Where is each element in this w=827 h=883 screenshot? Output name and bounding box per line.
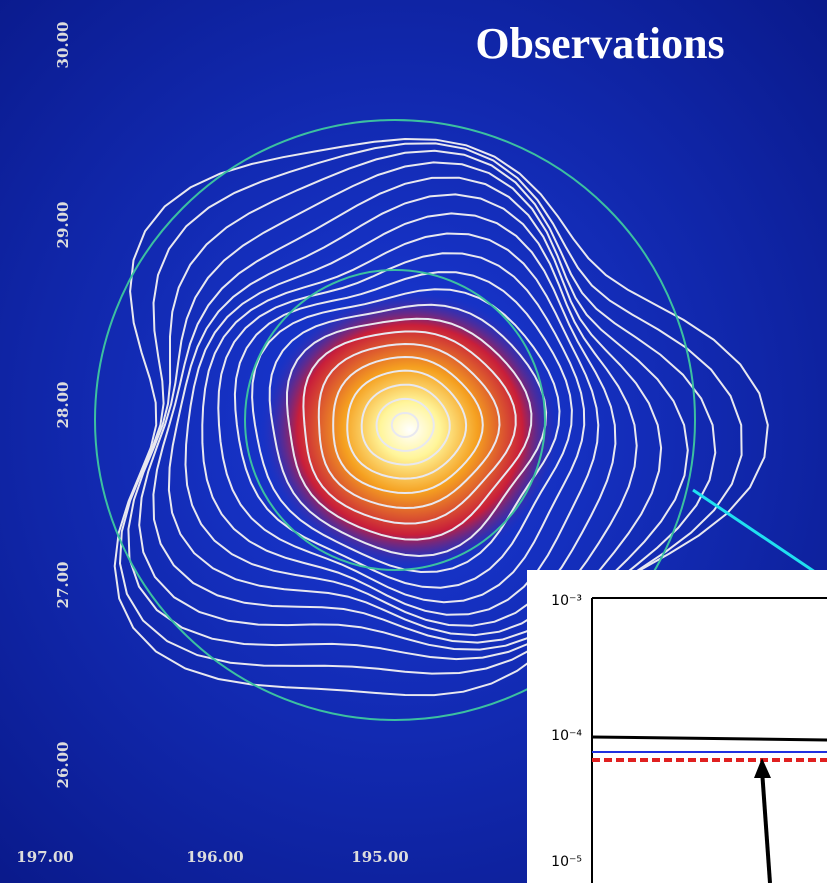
y-label: 30.00	[54, 22, 72, 69]
inset-y-label: 10⁻⁴	[551, 728, 582, 744]
inset-y-label: 10⁻³	[551, 593, 582, 609]
x-label: 195.00	[351, 848, 408, 866]
y-label: 29.00	[54, 202, 72, 249]
figure: Observations 30.00 29.00 28.00 27.00 26.00 1…	[0, 0, 827, 883]
x-label: 196.00	[186, 848, 243, 866]
title: Observations	[475, 19, 724, 68]
x-label: 197.00	[16, 848, 73, 866]
y-label: 28.00	[54, 382, 72, 429]
inset: 10⁻³ 10⁻⁴ 10⁻⁵	[527, 570, 827, 883]
y-label: 27.00	[54, 562, 72, 609]
inset-panel	[527, 570, 827, 883]
y-label: 26.00	[54, 742, 72, 789]
inset-y-label: 10⁻⁵	[551, 854, 582, 870]
